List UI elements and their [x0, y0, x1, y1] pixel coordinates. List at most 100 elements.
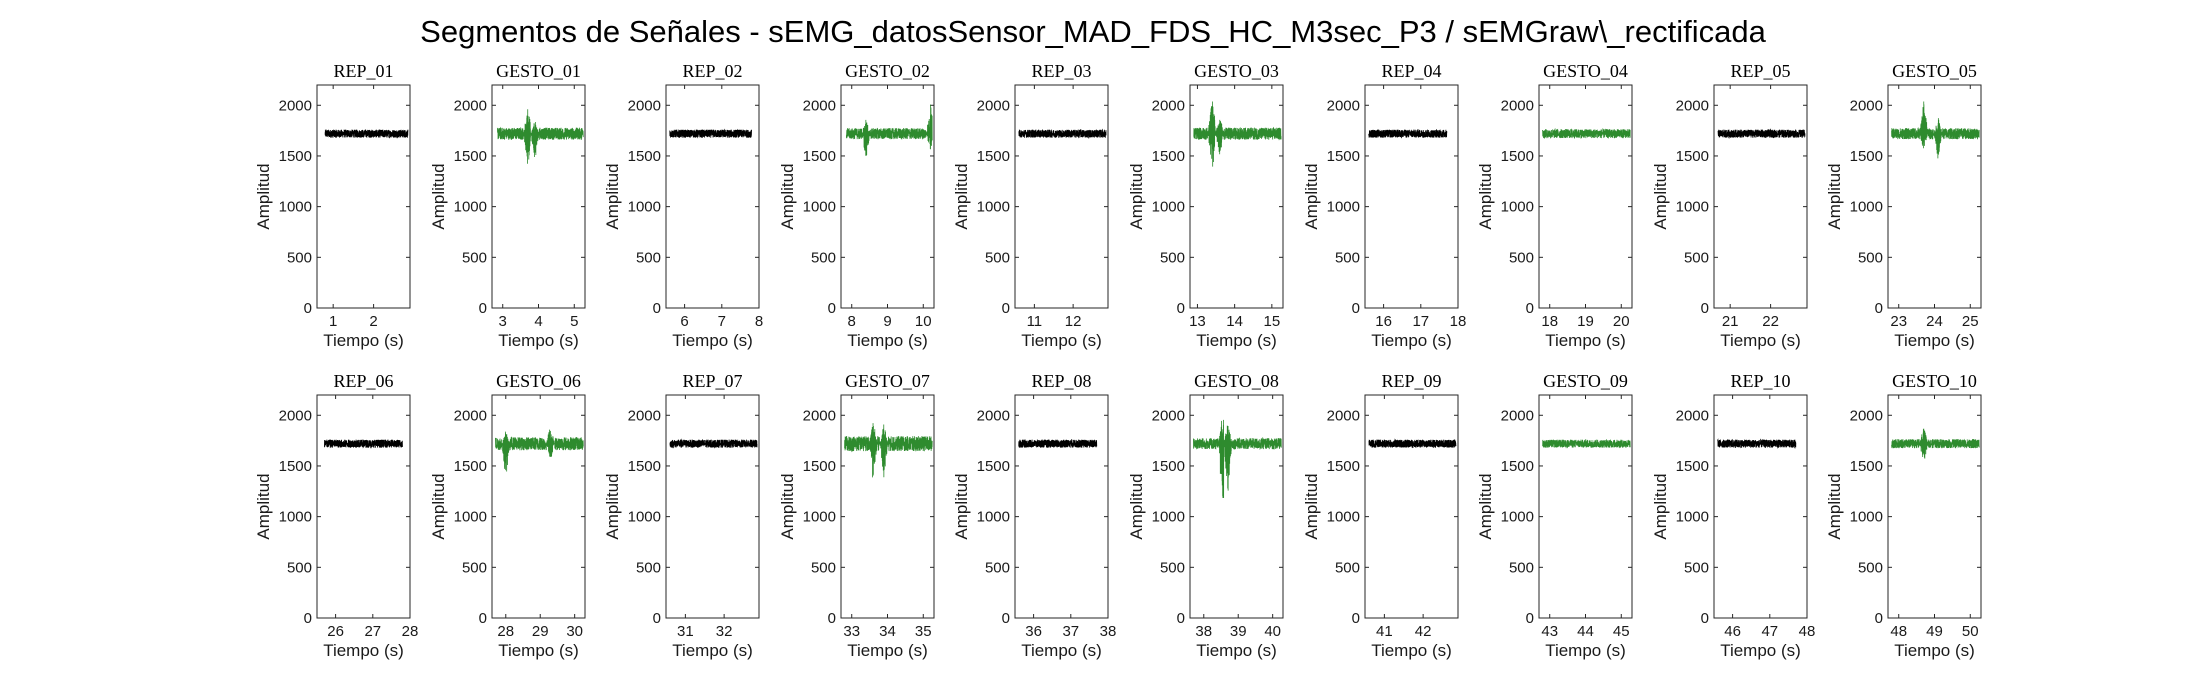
y-axis-label: Amplitud	[1127, 163, 1146, 229]
axes-box	[1189, 394, 1284, 619]
y-axis-label: Amplitud	[1825, 163, 1844, 229]
subplot-title: GESTO_08	[1194, 371, 1279, 391]
y-tick-label: 0	[653, 300, 661, 317]
series-line	[324, 439, 403, 449]
y-tick-label: 2000	[803, 97, 836, 114]
x-tick-label: 37	[1062, 623, 1079, 640]
y-tick-label: 0	[479, 300, 487, 317]
y-tick-label: 0	[1526, 610, 1534, 627]
subplot-title: REP_02	[682, 61, 742, 81]
y-tick-label: 2000	[977, 97, 1010, 114]
y-tick-label: 500	[1335, 559, 1360, 576]
x-tick-label: 21	[1722, 313, 1739, 330]
y-tick-label: 2000	[454, 97, 487, 114]
y-axis-label: Amplitud	[603, 473, 622, 539]
y-tick-label: 1000	[977, 509, 1010, 526]
y-axis-label: Amplitud	[429, 163, 448, 229]
y-tick-label: 2000	[1152, 407, 1185, 424]
x-tick-label: 25	[1962, 313, 1979, 330]
y-tick-label: 1500	[454, 148, 487, 165]
y-tick-label: 2000	[1501, 97, 1534, 114]
y-tick-label: 500	[811, 249, 836, 266]
x-axis-label: Tiempo (s)	[1545, 331, 1626, 350]
x-tick-label: 2	[369, 313, 377, 330]
x-tick-label: 28	[497, 623, 514, 640]
x-tick-label: 43	[1541, 623, 1558, 640]
subplot-title: REP_01	[333, 61, 393, 81]
y-tick-label: 1500	[279, 148, 312, 165]
subplot-title: REP_10	[1730, 371, 1790, 391]
x-axis-label: Tiempo (s)	[323, 641, 404, 660]
x-tick-label: 12	[1065, 313, 1082, 330]
x-axis-label: Tiempo (s)	[1720, 331, 1801, 350]
series-line	[1891, 101, 1980, 159]
series-line	[1368, 128, 1448, 139]
y-tick-label: 0	[1701, 610, 1709, 627]
x-tick-label: 22	[1762, 313, 1779, 330]
y-tick-label: 0	[1002, 300, 1010, 317]
x-tick-label: 8	[755, 313, 763, 330]
series-line	[1542, 438, 1631, 449]
subplot-title: GESTO_02	[845, 61, 930, 81]
series-line	[1193, 101, 1282, 167]
x-tick-label: 34	[879, 623, 896, 640]
series-line	[1193, 419, 1282, 499]
y-tick-label: 1500	[1676, 148, 1709, 165]
y-tick-label: 1500	[454, 458, 487, 475]
y-axis-label: Amplitud	[952, 163, 971, 229]
y-tick-label: 0	[1177, 300, 1185, 317]
y-tick-label: 500	[636, 249, 661, 266]
y-tick-label: 500	[462, 559, 487, 576]
subplot-title: GESTO_04	[1543, 61, 1628, 81]
y-tick-label: 1000	[977, 199, 1010, 216]
series-line	[1542, 127, 1631, 139]
y-tick-label: 2000	[977, 407, 1010, 424]
subplot-title: REP_08	[1031, 371, 1091, 391]
y-tick-label: 2000	[1850, 97, 1883, 114]
y-tick-label: 500	[985, 249, 1010, 266]
y-tick-label: 1000	[1152, 509, 1185, 526]
y-tick-label: 0	[1875, 300, 1883, 317]
y-tick-label: 0	[828, 300, 836, 317]
x-axis-label: Tiempo (s)	[672, 331, 753, 350]
y-tick-label: 0	[1177, 610, 1185, 627]
axes-box	[1014, 84, 1109, 309]
x-tick-label: 47	[1761, 623, 1778, 640]
x-tick-label: 28	[402, 623, 419, 640]
y-axis-label: Amplitud	[429, 473, 448, 539]
series-line	[1018, 128, 1107, 140]
x-tick-label: 19	[1577, 313, 1594, 330]
y-axis-label: Amplitud	[1651, 473, 1670, 539]
x-tick-label: 20	[1613, 313, 1630, 330]
y-tick-label: 500	[1858, 249, 1883, 266]
series-line	[1891, 428, 1980, 459]
x-axis-label: Tiempo (s)	[1371, 641, 1452, 660]
x-tick-label: 36	[1025, 623, 1042, 640]
y-tick-label: 500	[1684, 559, 1709, 576]
y-tick-label: 1000	[1501, 509, 1534, 526]
y-tick-label: 2000	[803, 407, 836, 424]
x-tick-label: 5	[570, 313, 578, 330]
y-tick-label: 0	[1352, 610, 1360, 627]
x-tick-label: 42	[1415, 623, 1432, 640]
y-tick-label: 1000	[803, 199, 836, 216]
y-tick-label: 1000	[1850, 509, 1883, 526]
y-tick-label: 500	[1160, 249, 1185, 266]
y-tick-label: 500	[636, 559, 661, 576]
x-tick-label: 31	[677, 623, 694, 640]
y-tick-label: 2000	[628, 407, 661, 424]
subplot-title: GESTO_07	[845, 371, 930, 391]
x-tick-label: 8	[848, 313, 856, 330]
axes-box	[1364, 84, 1459, 309]
